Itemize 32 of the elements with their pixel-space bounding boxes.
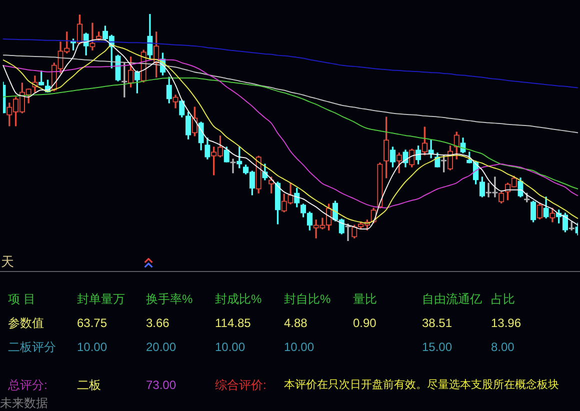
category-label: 封自比% [284, 292, 331, 306]
data-label: 20.00 [146, 340, 176, 354]
data-label: 10.00 [284, 340, 314, 354]
text: 天 [1, 254, 14, 269]
text: 总评分: [8, 378, 48, 392]
data-label: 10.00 [77, 340, 108, 354]
data-label: 13.96 [491, 316, 522, 330]
category-label: 量比 [353, 292, 377, 306]
data-label: 8.00 [491, 340, 514, 354]
text: 二板 [77, 378, 101, 392]
text: 未来数据 [0, 396, 48, 410]
category-label: 封单量万 [77, 292, 125, 306]
data-label: 63.75 [77, 316, 108, 330]
category-label: 封成比% [215, 292, 262, 306]
legend-label: 二板评分 [8, 340, 56, 354]
data-label: 38.51 [422, 316, 452, 330]
category-label: 占比 [491, 292, 515, 306]
data-label: 15.00 [422, 340, 452, 354]
category-label: 换手率% [146, 292, 193, 306]
category-label: 自由流通亿 [422, 292, 482, 306]
data-label: 114.85 [215, 316, 251, 330]
data-label: 10.00 [215, 340, 246, 354]
text: 73.00 [146, 378, 176, 392]
text: 项 目 [8, 292, 36, 306]
legend-label: 参数值 [8, 316, 44, 330]
data-label: 0.90 [353, 316, 376, 330]
text: 本评价在只次日开盘前有效。尽量选本支股所在概念板块 [284, 378, 559, 392]
text: 综合评价: [215, 378, 266, 392]
candlestick [90, 22, 96, 50]
data-label: 4.88 [284, 316, 308, 330]
candlestick [345, 224, 351, 241]
data-label: 3.66 [146, 316, 170, 330]
